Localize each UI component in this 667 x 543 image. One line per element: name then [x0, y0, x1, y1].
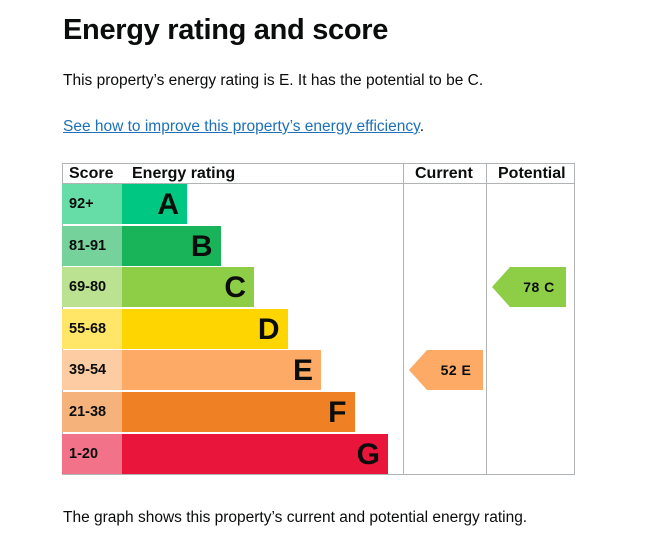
page-title: Energy rating and score: [63, 14, 389, 46]
improve-efficiency-link[interactable]: See how to improve this property’s energ…: [63, 118, 420, 135]
arrow-shape: [409, 350, 483, 391]
score-range-c: 69-80: [62, 267, 122, 308]
band-bar-c: C: [122, 267, 254, 308]
energy-rating-chart: Score Energy rating Current Potential 92…: [62, 163, 575, 475]
band-letter-e: E: [292, 354, 313, 388]
band-bar-f: F: [122, 392, 355, 432]
band-bar-e: E: [122, 350, 321, 391]
improve-link-line: See how to improve this property’s energ…: [63, 118, 424, 136]
arrow-label: 78 C: [523, 279, 555, 296]
score-range-g: 1-20: [62, 433, 122, 474]
band-bar-g: G: [122, 433, 388, 474]
band-letter-g: G: [356, 437, 380, 471]
band-letter-a: A: [157, 188, 179, 221]
band-letter-f: F: [328, 396, 347, 429]
header-divider: [62, 183, 575, 184]
potential-rating-arrow: 78 C: [492, 267, 566, 308]
band-letter-b: B: [190, 229, 213, 263]
band-bar-a: A: [122, 184, 187, 224]
score-range-d: 55-68: [62, 308, 122, 349]
header-current: Current: [415, 165, 473, 182]
score-range-b: 81-91: [62, 225, 122, 266]
band-bar-b: B: [122, 225, 221, 266]
score-range-a: 92+: [62, 184, 122, 224]
band-bar-d: D: [122, 308, 288, 349]
current-column-border: [403, 163, 487, 475]
arrow-label: 52 E: [440, 362, 472, 379]
rating-summary: This property’s energy rating is E. It h…: [63, 72, 484, 89]
score-range-f: 21-38: [62, 392, 122, 432]
header-energy-rating: Energy rating: [132, 165, 236, 182]
band-letter-d: D: [257, 312, 280, 346]
header-potential: Potential: [498, 165, 566, 182]
band-letter-c: C: [224, 271, 246, 305]
score-range-e: 39-54: [62, 350, 122, 391]
chart-caption: The graph shows this property’s current …: [63, 509, 528, 526]
header-score: Score: [69, 165, 114, 182]
link-suffix: .: [419, 118, 424, 135]
current-rating-arrow: 52 E: [409, 350, 483, 391]
arrow-shape: [492, 267, 566, 308]
